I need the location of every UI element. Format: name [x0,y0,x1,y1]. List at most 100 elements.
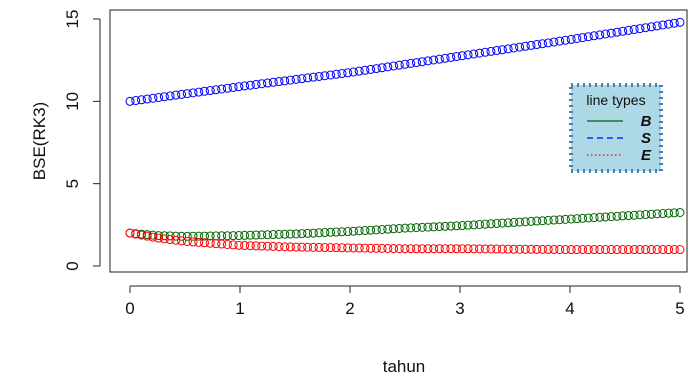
series-S-point [314,71,324,81]
series-B-point [492,218,502,228]
series-B-point [263,230,272,240]
series-E-point [383,243,393,253]
series-B-point [285,229,295,239]
series-E-point [669,245,679,255]
series-S-point [228,82,238,92]
series-E-point [446,244,456,254]
series-E-point [171,235,181,245]
series-E-point [177,236,187,246]
series-S-point [222,83,232,93]
series-B-point [566,214,576,224]
series-B-point [480,219,490,229]
series-S-point [308,72,318,82]
series-B-point [194,231,204,241]
series-B-point [348,226,358,236]
series-B-point [555,215,565,225]
series-E-point [641,245,651,255]
series-B-point [257,230,267,240]
series-B-point [486,219,496,229]
series-B-point [274,229,284,239]
series-E-point [589,245,599,255]
series-S-point [612,27,622,37]
series-S-point [440,53,450,63]
series-B-point [509,217,519,227]
series-S-point [142,94,152,104]
series-E-point [618,245,628,255]
series-S-point [452,52,462,62]
series-S-point [125,96,135,106]
series-B-point [612,211,622,221]
series-E [125,228,685,255]
series-E-point [652,245,662,255]
series-B-point [497,218,507,228]
series-S-point [578,33,588,43]
series-S-point [658,20,668,30]
legend-label-E: E [641,147,652,164]
series-B-point [205,231,215,241]
series-E-point [245,241,255,251]
series-E-point [285,242,295,252]
series-S-point [664,19,674,29]
x-tick-label: 0 [125,299,134,318]
series-S-point [182,89,192,99]
series-S-point [411,58,421,68]
series-E-point [526,244,536,254]
series-S-point [320,71,330,81]
series-B-point [463,220,473,230]
series-B-point [560,214,570,224]
series-S-point [646,22,656,32]
series-E-point [257,241,267,251]
series-E-point [148,232,158,242]
series-B-point [354,226,364,236]
series-B-point [240,230,250,240]
series-B-point [165,231,175,241]
series-E-point [343,243,353,253]
y-axis-label: BSE(RK3) [30,102,49,180]
series-S-point [469,49,479,59]
series-B-point [343,227,353,237]
series-E-point [629,245,639,255]
series-S-point [268,77,278,87]
series-B-point [182,231,192,241]
series-S-point [515,42,525,52]
series-S-point [474,48,484,58]
series-E-point [337,243,347,253]
series-E-point [377,243,387,253]
series-S-point [274,77,284,87]
series-S-point [194,87,204,97]
series-S-point [423,56,433,66]
series-B-point [331,227,341,237]
series-S-point [509,43,519,53]
series-B-point [199,231,209,241]
series-S-point [348,67,358,77]
series-S-point [371,64,381,74]
series-E-point [314,242,324,252]
series-S-point [589,31,599,41]
series-S-point [394,60,404,70]
series-S-point [337,69,347,79]
x-tick-label: 3 [455,299,464,318]
series-E-point [423,244,433,254]
series-E-point [411,244,421,254]
series-E-point [566,245,576,255]
series-E-point [583,245,593,255]
series-S-point [641,23,651,33]
x-tick-label: 1 [235,299,244,318]
series-B-point [245,230,255,240]
x-tick-label: 5 [675,299,684,318]
series-S-point [406,58,416,68]
series-E-point [125,228,135,238]
series-E-point [538,244,547,254]
series-E-point [452,244,462,254]
series-E-point [606,245,616,255]
series-B-point [320,228,330,238]
series-S-point [257,79,267,89]
series-B-point [503,218,513,228]
series-E-point [440,244,450,254]
series-E-point [308,242,318,252]
series-B-point [595,212,605,222]
series-S-point [303,73,313,83]
series-B-point [423,222,433,232]
series-S-point [285,75,295,85]
